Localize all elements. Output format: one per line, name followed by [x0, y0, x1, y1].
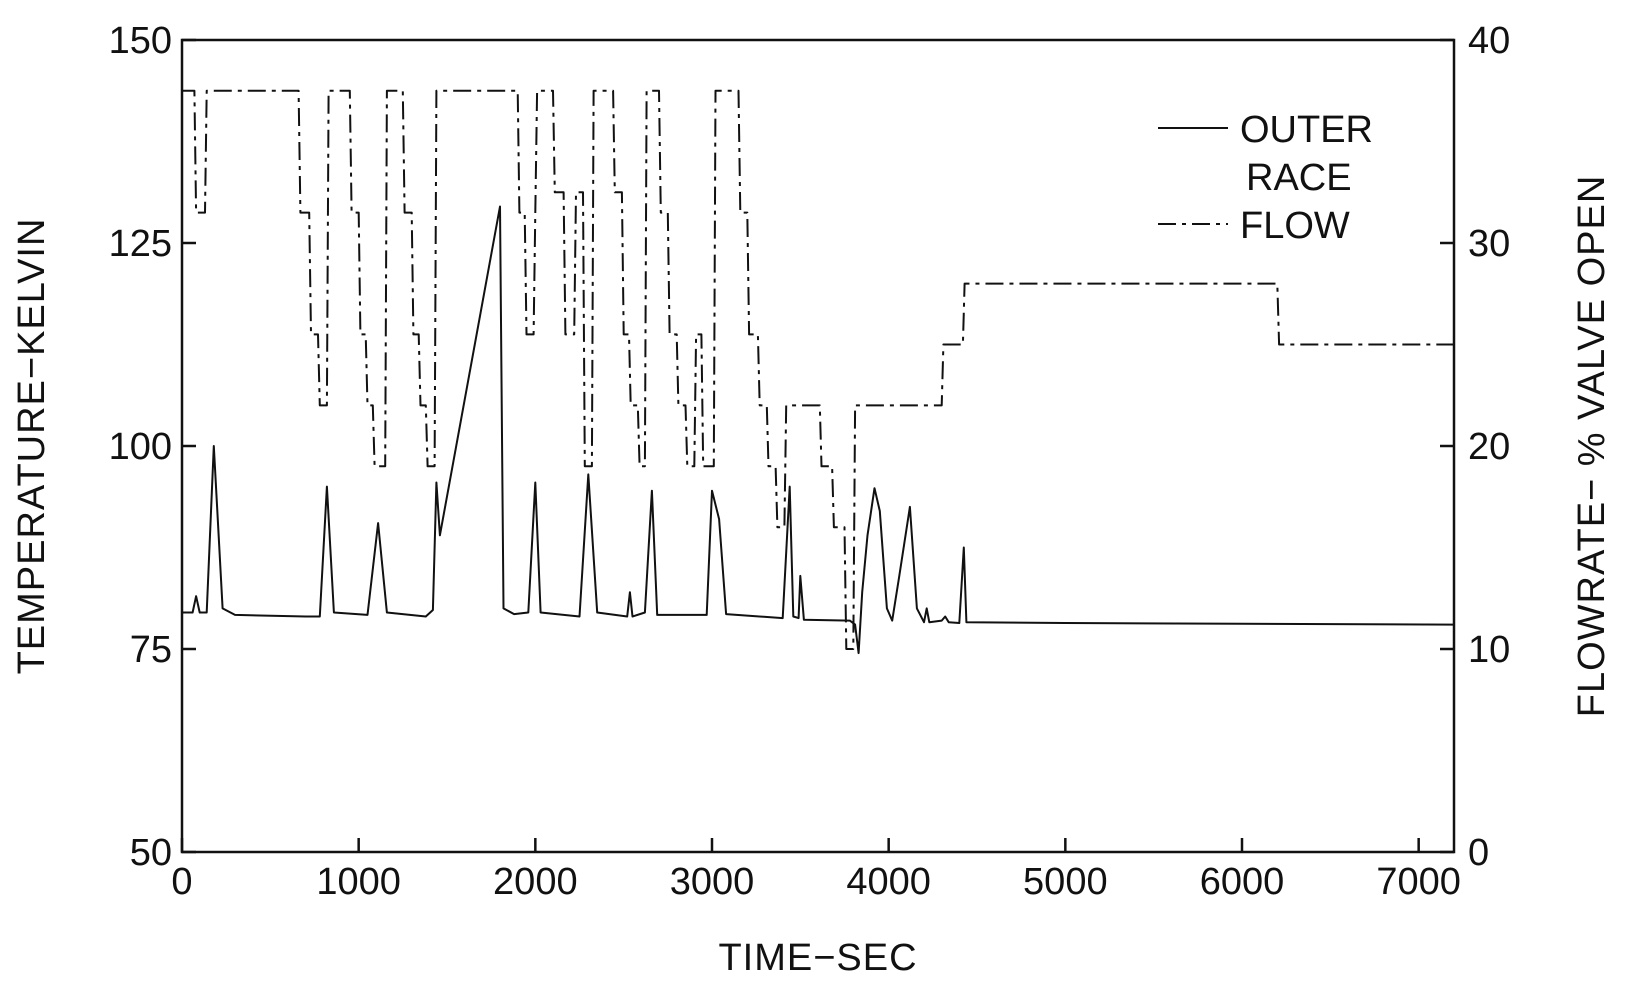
x-tick-label: 3000: [670, 861, 755, 903]
y-right-axis: 0 10 20 30 40: [1440, 20, 1510, 874]
series-outer-race: [182, 205, 1455, 655]
y-left-tick-label: 50: [130, 832, 172, 874]
x-axis-label: TIME−SEC: [718, 937, 917, 979]
y-right-tick-label: 10: [1468, 629, 1510, 671]
x-tick-label: 2000: [493, 861, 578, 903]
legend-label-flow: FLOW: [1240, 205, 1350, 247]
y-right-tick-label: 20: [1468, 426, 1510, 468]
x-tick-label: 7000: [1376, 861, 1461, 903]
x-tick-label: 4000: [846, 861, 931, 903]
legend-label-outer: OUTER: [1240, 109, 1373, 151]
y-right-tick-label: 30: [1468, 223, 1510, 265]
y-right-tick-label: 40: [1468, 20, 1510, 62]
legend-label-race: RACE: [1246, 157, 1352, 199]
x-tick-label: 0: [171, 861, 192, 903]
y-left-axis-label: TEMPERATURE−KELVIN: [11, 218, 53, 675]
legend: OUTER RACE FLOW: [1158, 109, 1373, 247]
x-tick-label: 1000: [316, 861, 401, 903]
y-left-tick-label: 125: [109, 223, 172, 265]
x-tick-label: 5000: [1023, 861, 1108, 903]
y-right-tick-label: 0: [1468, 832, 1489, 874]
x-tick-label: 6000: [1200, 861, 1285, 903]
y-left-tick-label: 150: [109, 20, 172, 62]
y-left-axis: 50 75 100 125 150: [109, 20, 196, 874]
y-left-tick-label: 75: [130, 629, 172, 671]
y-left-tick-label: 100: [109, 426, 172, 468]
series-layer: [182, 89, 1455, 655]
series-flow: [182, 89, 1454, 650]
y-right-axis-label: FLOWRATE− % VALVE OPEN: [1571, 175, 1613, 718]
x-axis: 0 1000 2000 3000 4000 5000 6000 7000: [171, 838, 1461, 903]
